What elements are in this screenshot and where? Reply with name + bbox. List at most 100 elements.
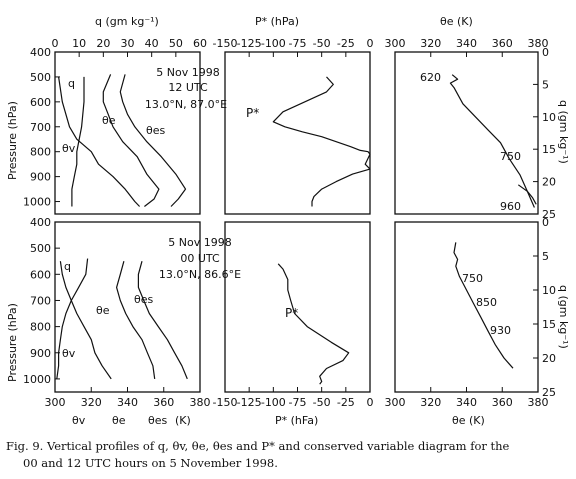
axis-ticks xyxy=(54,51,539,393)
point-label-620: 620 xyxy=(420,71,441,84)
bottom-tick-label-theta: 380 xyxy=(190,396,211,409)
top-thetae-axis-title: θe (K) xyxy=(440,15,473,28)
label-theta-e-top: θe xyxy=(102,114,116,127)
right-tick-label-top: 10 xyxy=(542,111,556,124)
bottom-tick-label-thetae: 380 xyxy=(528,396,549,409)
bottom-tick-label-theta: 340 xyxy=(117,396,138,409)
top-tick-label-pstar: -75 xyxy=(289,37,307,50)
pressure-tick-label-top: 600 xyxy=(30,96,51,109)
top-left-series-0 xyxy=(58,76,141,207)
bottom-right-series-0 xyxy=(453,242,514,369)
bottom-thetae-axis-title: θe (K) xyxy=(452,414,485,427)
bottom-tick-label-pstar: -25 xyxy=(337,396,355,409)
top-tick-label-pstar: -125 xyxy=(237,37,262,50)
bottom-tick-label-pstar: -75 xyxy=(289,396,307,409)
top-tick-label-q: 40 xyxy=(145,37,159,50)
pressure-tick-label-top: 500 xyxy=(30,71,51,84)
top-tick-label-q: 20 xyxy=(96,37,110,50)
label-pstar-top: P* xyxy=(246,106,259,120)
right-tick-label-bottom: 10 xyxy=(542,284,556,297)
bottom-tick-label-pstar: -150 xyxy=(213,396,238,409)
top-pstar-axis-title: P* (hPa) xyxy=(255,15,299,28)
annotation-location-bottom: 13.0°N, 86.6°E xyxy=(159,268,241,281)
pressure-tick-label-top: 1000 xyxy=(23,196,51,209)
bottom-tick-label-theta: 300 xyxy=(45,396,66,409)
bottom-theta-e-label: θe xyxy=(112,414,126,427)
top-pressure-axis-title: Pressure (hPa) xyxy=(6,101,19,180)
bottom-left-series-2 xyxy=(115,261,156,379)
right-tick-label-top: 20 xyxy=(542,176,556,189)
top-tick-label-q: 0 xyxy=(52,37,59,50)
point-label-750-bottom: 750 xyxy=(462,272,483,285)
pressure-tick-label-top: 900 xyxy=(30,171,51,184)
pressure-tick-label-bottom: 700 xyxy=(30,294,51,307)
point-label-960: 960 xyxy=(500,200,521,213)
top-q-axis-title: q (gm kg⁻¹) xyxy=(95,15,159,28)
right-tick-label-top: 15 xyxy=(542,143,556,156)
annotation-utc-top: 12 UTC xyxy=(168,81,208,94)
top-left-series-2 xyxy=(102,74,160,207)
top-right-series-0 xyxy=(449,74,535,208)
pressure-tick-label-bottom: 400 xyxy=(30,216,51,229)
bottom-pstar-axis-title: P* (hFa) xyxy=(275,414,318,427)
right-tick-label-bottom: 0 xyxy=(542,216,549,229)
panel-frames xyxy=(54,51,539,393)
label-q-bottom: q xyxy=(64,260,71,273)
bottom-left-series-0 xyxy=(59,261,112,380)
pressure-tick-label-bottom: 500 xyxy=(30,242,51,255)
text-labels: 4005006007008009001000400500600700800900… xyxy=(23,37,556,409)
bottom-tick-label-pstar: -125 xyxy=(237,396,262,409)
pressure-tick-label-bottom: 600 xyxy=(30,268,51,281)
annotation-date-bottom: 5 Nov 1998 xyxy=(168,236,231,249)
top-tick-label-pstar: -25 xyxy=(337,37,355,50)
top-tick-label-q: 60 xyxy=(193,37,207,50)
right-tick-label-top: 25 xyxy=(542,208,556,221)
annotation-utc-bottom: 00 UTC xyxy=(180,252,220,265)
top-tick-label-thetae: 380 xyxy=(528,37,549,50)
right-tick-label-top: 0 xyxy=(542,46,549,59)
profile-curves xyxy=(56,74,537,385)
caption-line-1: Fig. 9. Vertical profiles of q, θv, θe, … xyxy=(6,439,510,453)
annotation-date-top: 5 Nov 1998 xyxy=(156,66,219,79)
right-tick-label-bottom: 15 xyxy=(542,318,556,331)
top-left-series-3 xyxy=(119,74,187,207)
pressure-tick-label-top: 400 xyxy=(30,46,51,59)
point-label-850: 850 xyxy=(476,296,497,309)
bottom-tick-label-theta: 360 xyxy=(153,396,174,409)
right-tick-label-bottom: 20 xyxy=(542,352,556,365)
bottom-tick-label-pstar: 0 xyxy=(367,396,374,409)
bottom-tick-label-thetae: 340 xyxy=(456,396,477,409)
top-tick-label-pstar: -150 xyxy=(213,37,238,50)
label-theta-es-top: θes xyxy=(146,124,165,137)
right-tick-label-bottom: 5 xyxy=(542,250,549,263)
top-tick-label-pstar: -50 xyxy=(313,37,331,50)
bottom-tick-label-thetae: 320 xyxy=(420,396,441,409)
label-pstar-bottom: P* xyxy=(285,306,298,320)
bottom-tick-label-theta: 320 xyxy=(81,396,102,409)
point-label-750: 750 xyxy=(500,150,521,163)
bottom-tick-label-pstar: -50 xyxy=(313,396,331,409)
bottom-right-q-axis-title: q (gm kg⁻¹) xyxy=(557,285,570,349)
pressure-tick-label-bottom: 1000 xyxy=(23,373,51,386)
top-tick-label-thetae: 340 xyxy=(456,37,477,50)
panel-frame-tr xyxy=(394,51,539,215)
label-theta-es-bottom: θes xyxy=(134,293,153,306)
point-label-930: 930 xyxy=(490,324,511,337)
label-theta-v-top: θv xyxy=(62,142,76,155)
bottom-theta-es-label: θes xyxy=(148,414,167,427)
right-tick-label-bottom: 25 xyxy=(542,386,556,399)
right-tick-label-top: 5 xyxy=(542,78,549,91)
label-theta-e-bottom: θe xyxy=(96,304,110,317)
top-tick-label-q: 50 xyxy=(169,37,183,50)
top-tick-label-pstar: -100 xyxy=(261,37,286,50)
pressure-tick-label-bottom: 800 xyxy=(30,321,51,334)
caption-line-2: 00 and 12 UTC hours on 5 November 1998. xyxy=(23,456,278,470)
top-tick-label-pstar: 0 xyxy=(367,37,374,50)
label-q-top: q xyxy=(68,77,75,90)
top-right-q-axis-title: q (gm kg⁻¹) xyxy=(557,100,570,164)
panel-frame-tm xyxy=(224,51,371,215)
top-middle-series-0 xyxy=(272,76,371,207)
bottom-theta-v-label: θv xyxy=(72,414,86,427)
bottom-tick-label-pstar: -100 xyxy=(261,396,286,409)
